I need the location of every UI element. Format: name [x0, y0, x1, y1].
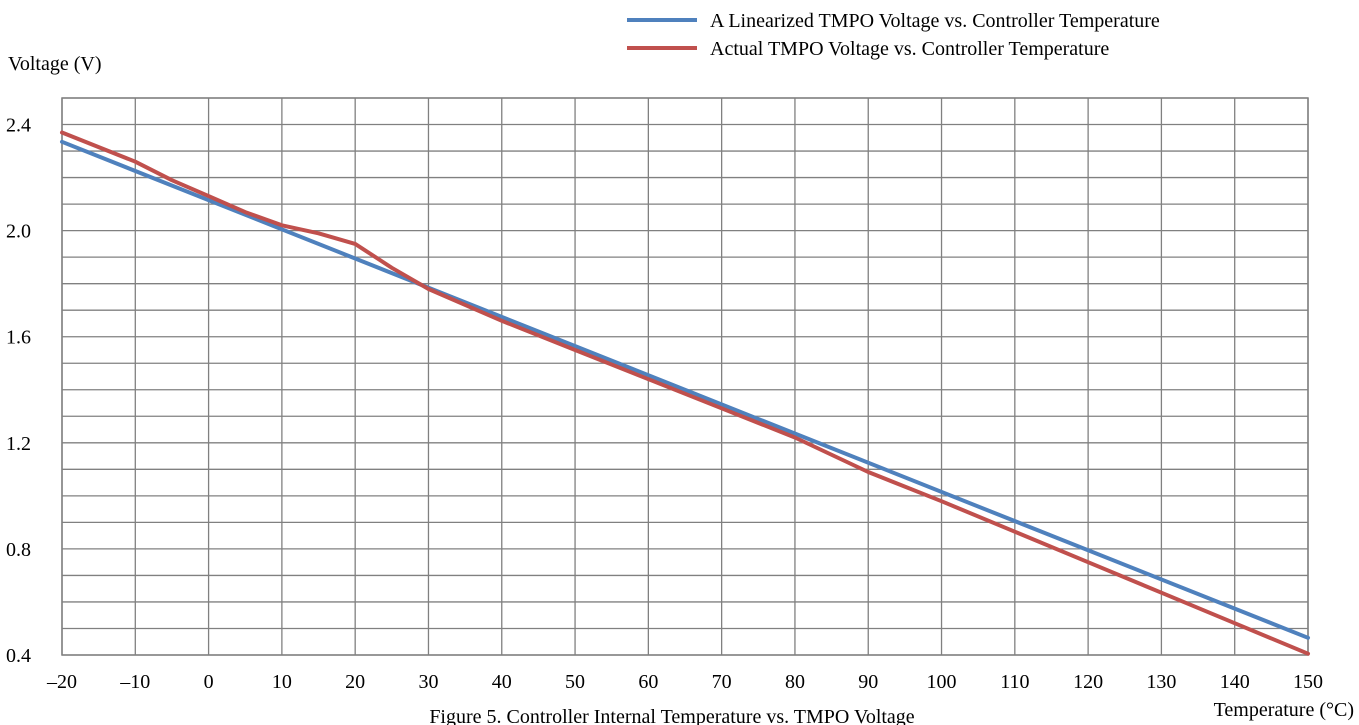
figure-caption: Figure 5. Controller Internal Temperatur…: [429, 706, 914, 725]
x-tick-label: 70: [712, 671, 732, 693]
legend-label-2: Actual TMPO Voltage vs. Controller Tempe…: [710, 38, 1109, 60]
x-tick-label: 120: [1073, 671, 1103, 693]
plot-frame: [61, 97, 1309, 656]
x-tick-label: 80: [785, 671, 805, 693]
x-tick-label: 40: [492, 671, 512, 693]
tick-labels: –20 –10 0 10 20 30 40 50 60 70 80 90 100 110 120 130 140…: [6, 115, 1323, 693]
x-tick-label: 30: [418, 671, 438, 693]
y-tick-label: 0.4: [6, 645, 31, 667]
series-line-1: [60, 139, 1310, 640]
x-tick-label: 140: [1220, 671, 1250, 693]
y-tick-label: 1.2: [6, 433, 31, 455]
y-tick-label: 2.0: [6, 221, 31, 243]
y-tick-label: 2.4: [6, 115, 31, 137]
x-axis-label: Temperature (°C): [1214, 699, 1354, 721]
legend: A Linearized TMPO Voltage vs. Controller…: [627, 10, 1160, 60]
legend-label-1: A Linearized TMPO Voltage vs. Controller…: [710, 10, 1160, 32]
x-tick-label: 90: [858, 671, 878, 693]
series-layer: [60, 130, 1310, 656]
y-axis-label: Voltage (V): [8, 53, 102, 75]
x-tick-label: 110: [1000, 671, 1029, 693]
x-tick-label: 130: [1146, 671, 1176, 693]
x-tick-label: 150: [1293, 671, 1323, 693]
x-tick-label: 100: [927, 671, 957, 693]
x-tick-label: 0: [204, 671, 214, 693]
series-line-2: [60, 130, 1310, 656]
x-tick-label: –20: [46, 671, 77, 693]
grid: [61, 97, 1309, 656]
x-tick-label: 20: [345, 671, 365, 693]
y-tick-label: 1.6: [6, 327, 31, 349]
y-tick-label: 0.8: [6, 539, 31, 561]
x-tick-label: –10: [119, 671, 150, 693]
x-tick-label: 50: [565, 671, 585, 693]
x-tick-label: 10: [272, 671, 292, 693]
x-tick-label: 60: [638, 671, 658, 693]
